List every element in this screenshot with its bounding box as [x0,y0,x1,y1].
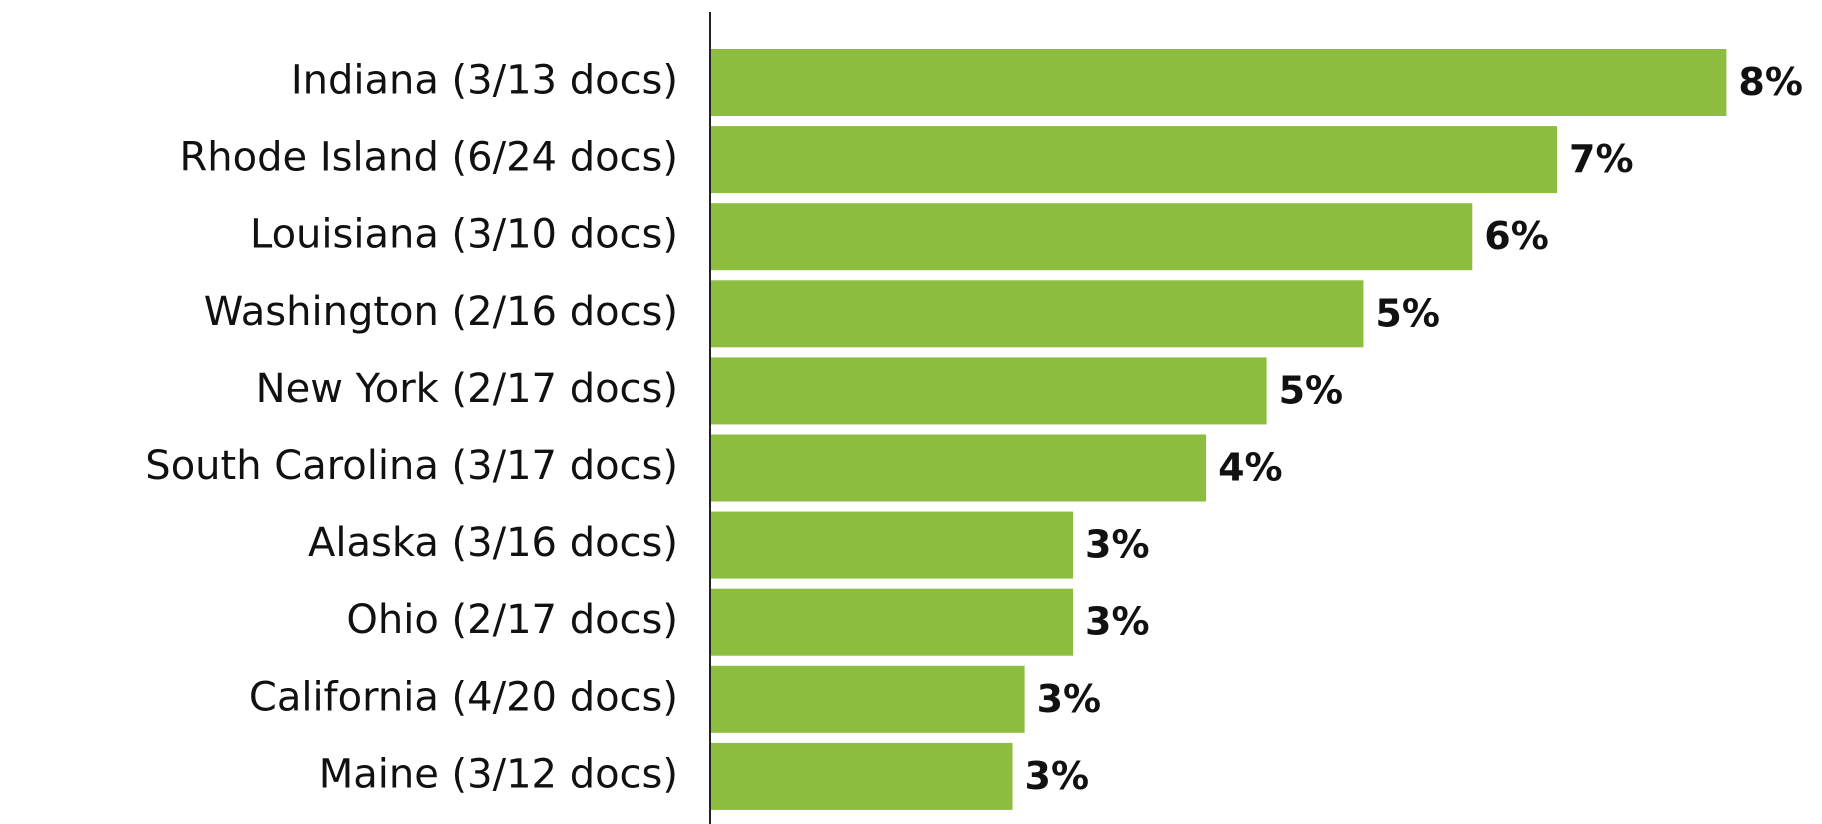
bar [710,434,1207,502]
category-label: Alaska (3/16 docs) [308,520,678,566]
category-label: Washington (2/16 docs) [204,289,678,335]
value-label: 3% [1025,754,1090,798]
bar [710,203,1473,271]
value-label: 8% [1738,60,1803,104]
category-label: New York (2/17 docs) [256,366,678,412]
category-label: Rhode Island (6/24 docs) [180,135,679,181]
category-label: South Carolina (3/17 docs) [145,443,678,489]
value-label: 6% [1484,214,1549,258]
bar [710,357,1267,425]
value-label: 3% [1085,600,1150,644]
bar [710,280,1364,348]
bar [710,742,1013,810]
bar [710,588,1073,656]
category-label: California (4/20 docs) [249,674,678,720]
value-label: 3% [1085,523,1150,567]
category-label: Indiana (3/13 docs) [291,58,678,104]
value-label: 5% [1279,368,1344,412]
value-label: 3% [1037,677,1102,721]
bar [710,49,1727,116]
category-label: Louisiana (3/10 docs) [250,212,678,258]
category-label: Ohio (2/17 docs) [346,597,678,643]
value-label: 4% [1218,446,1283,490]
category-label: Maine (3/12 docs) [319,751,678,797]
value-label: 5% [1375,291,1440,335]
bar [710,126,1557,194]
value-label: 7% [1569,137,1634,181]
bar [710,511,1073,579]
bar [710,665,1025,733]
